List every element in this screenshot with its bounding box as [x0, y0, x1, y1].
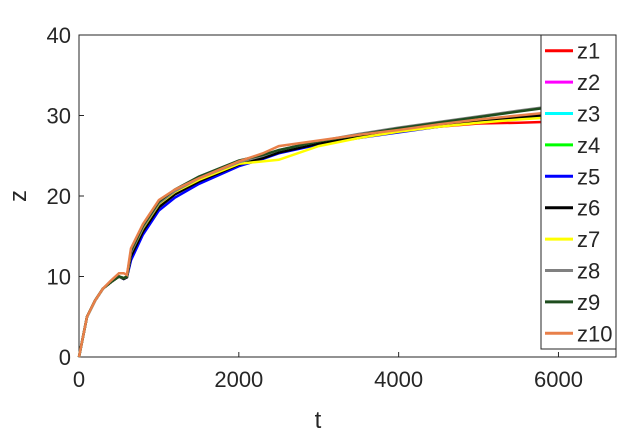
legend-box: [540, 34, 617, 350]
legend-label: z2: [577, 70, 600, 95]
x-tick-label: 6000: [534, 367, 583, 392]
legend-label: z3: [577, 102, 600, 127]
y-tick-label: 40: [47, 23, 71, 48]
legend-label: z7: [577, 227, 600, 252]
legend-label: z9: [577, 290, 600, 315]
y-tick-label: 0: [59, 345, 71, 370]
y-tick-label: 20: [47, 184, 71, 209]
x-tick-label: 0: [73, 367, 85, 392]
y-axis-label: z: [5, 190, 32, 202]
legend-label: z8: [577, 259, 600, 284]
series-line: [77, 111, 543, 358]
legend-label: z4: [577, 133, 600, 158]
y-tick-label: 10: [47, 265, 71, 290]
x-axis-label: t: [315, 407, 322, 434]
y-tick-label: 30: [47, 104, 71, 129]
x-tick-label: 2000: [214, 367, 263, 392]
x-tick-label: 4000: [374, 367, 423, 392]
legend-label: z6: [577, 196, 600, 221]
legend-label: z5: [577, 164, 600, 189]
plot-area: [78, 34, 617, 358]
legend-label: z1: [577, 39, 600, 64]
legend-label: z10: [577, 321, 612, 346]
